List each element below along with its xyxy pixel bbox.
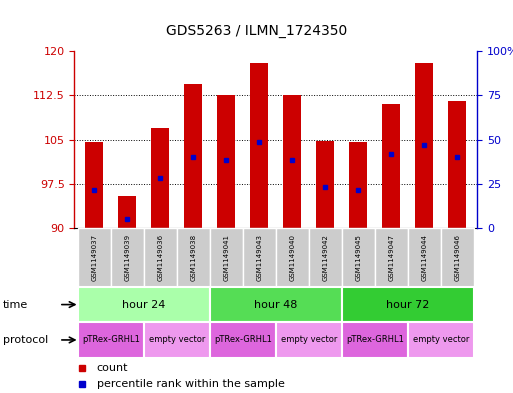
Bar bbox=[342, 322, 408, 358]
Text: GSM1149040: GSM1149040 bbox=[289, 234, 295, 281]
Bar bbox=[217, 95, 235, 228]
Bar bbox=[144, 228, 176, 287]
Bar bbox=[85, 142, 103, 228]
Text: GSM1149047: GSM1149047 bbox=[388, 234, 394, 281]
Bar bbox=[441, 228, 474, 287]
Bar bbox=[415, 63, 433, 228]
Text: GSM1149039: GSM1149039 bbox=[124, 234, 130, 281]
Text: GSM1149045: GSM1149045 bbox=[356, 234, 361, 281]
Text: pTRex-GRHL1: pTRex-GRHL1 bbox=[214, 336, 272, 344]
Text: pTRex-GRHL1: pTRex-GRHL1 bbox=[346, 336, 404, 344]
Text: hour 72: hour 72 bbox=[386, 299, 429, 310]
Text: hour 24: hour 24 bbox=[122, 299, 165, 310]
Bar bbox=[448, 101, 466, 228]
Bar bbox=[408, 322, 474, 358]
Text: GSM1149037: GSM1149037 bbox=[91, 234, 97, 281]
Bar bbox=[316, 141, 334, 228]
Text: hour 48: hour 48 bbox=[254, 299, 298, 310]
Bar bbox=[176, 228, 210, 287]
Bar bbox=[283, 95, 301, 228]
Bar bbox=[276, 228, 309, 287]
Bar bbox=[375, 228, 408, 287]
Bar bbox=[144, 322, 210, 358]
Bar bbox=[118, 195, 136, 228]
Text: GDS5263 / ILMN_1724350: GDS5263 / ILMN_1724350 bbox=[166, 24, 347, 38]
Bar bbox=[77, 228, 111, 287]
Text: GSM1149043: GSM1149043 bbox=[256, 234, 262, 281]
Text: GSM1149038: GSM1149038 bbox=[190, 234, 196, 281]
Bar bbox=[276, 322, 342, 358]
Bar bbox=[77, 322, 144, 358]
Bar bbox=[77, 287, 210, 322]
Bar bbox=[243, 228, 276, 287]
Text: count: count bbox=[96, 362, 128, 373]
Text: percentile rank within the sample: percentile rank within the sample bbox=[96, 379, 284, 389]
Text: empty vector: empty vector bbox=[412, 336, 469, 344]
Bar bbox=[250, 63, 268, 228]
Text: GSM1149041: GSM1149041 bbox=[223, 234, 229, 281]
Bar bbox=[382, 104, 400, 228]
Text: empty vector: empty vector bbox=[149, 336, 205, 344]
Bar bbox=[408, 228, 441, 287]
Bar bbox=[342, 287, 474, 322]
Text: GSM1149046: GSM1149046 bbox=[455, 234, 460, 281]
Text: pTRex-GRHL1: pTRex-GRHL1 bbox=[82, 336, 140, 344]
Bar bbox=[151, 128, 169, 228]
Bar bbox=[210, 322, 276, 358]
Bar bbox=[349, 142, 367, 228]
Bar bbox=[184, 83, 202, 228]
Bar bbox=[210, 228, 243, 287]
Text: protocol: protocol bbox=[3, 335, 48, 345]
Bar bbox=[210, 287, 342, 322]
Text: time: time bbox=[3, 299, 28, 310]
Text: GSM1149042: GSM1149042 bbox=[322, 234, 328, 281]
Bar bbox=[309, 228, 342, 287]
Bar bbox=[342, 228, 375, 287]
Text: GSM1149036: GSM1149036 bbox=[157, 234, 163, 281]
Text: GSM1149044: GSM1149044 bbox=[421, 234, 427, 281]
Bar bbox=[111, 228, 144, 287]
Text: empty vector: empty vector bbox=[281, 336, 337, 344]
